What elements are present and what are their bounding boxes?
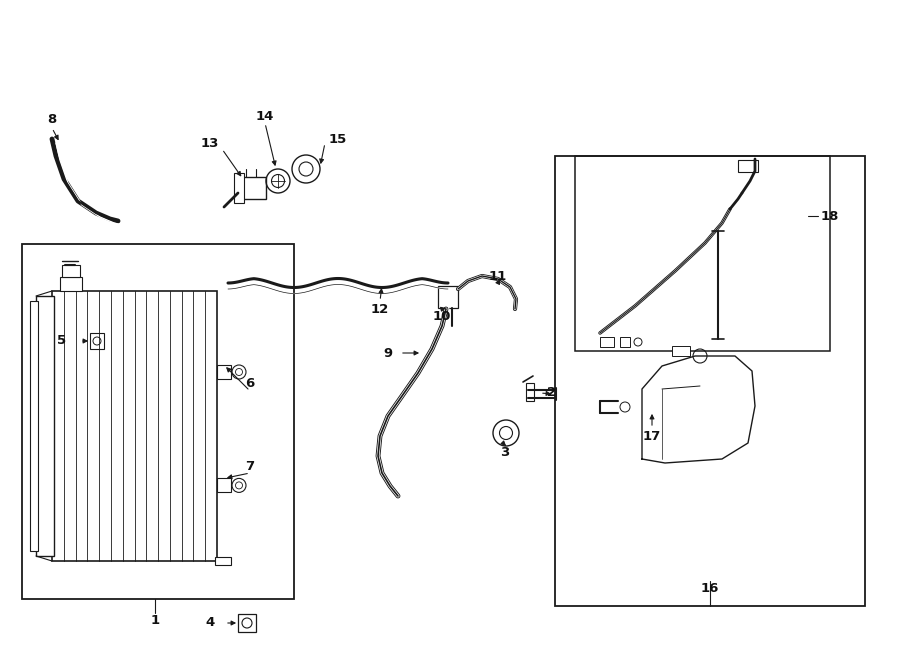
Bar <box>238 614 256 632</box>
Text: 2: 2 <box>547 387 556 399</box>
Bar <box>234 173 244 203</box>
Bar <box>217 365 231 379</box>
Text: 8: 8 <box>48 112 57 126</box>
Bar <box>738 160 758 172</box>
Bar <box>60 277 82 291</box>
Text: 17: 17 <box>643 430 662 442</box>
Bar <box>52 291 217 561</box>
Text: 10: 10 <box>433 309 451 323</box>
Bar <box>22 244 294 599</box>
Bar <box>90 333 104 349</box>
Bar <box>555 156 865 606</box>
Text: 11: 11 <box>489 270 507 282</box>
Bar <box>526 383 534 401</box>
Text: 4: 4 <box>205 617 214 629</box>
Text: 14: 14 <box>256 110 274 122</box>
Bar <box>30 301 38 551</box>
Text: 18: 18 <box>821 210 839 223</box>
Text: 7: 7 <box>246 459 255 473</box>
Text: 12: 12 <box>371 303 389 315</box>
Text: 3: 3 <box>500 446 509 459</box>
Bar <box>600 337 614 347</box>
Text: 6: 6 <box>246 377 255 389</box>
Text: 16: 16 <box>701 582 719 596</box>
Bar <box>36 296 54 556</box>
Bar <box>620 337 630 347</box>
Bar <box>238 177 266 199</box>
Text: 5: 5 <box>58 334 67 348</box>
Text: 9: 9 <box>383 346 392 360</box>
Bar <box>575 156 830 351</box>
Bar <box>62 265 80 277</box>
Bar <box>217 479 231 492</box>
Bar <box>215 557 231 565</box>
Text: 13: 13 <box>201 137 220 149</box>
Text: 1: 1 <box>150 615 159 627</box>
Text: 15: 15 <box>328 132 347 145</box>
Bar <box>672 346 690 356</box>
Bar <box>438 286 458 308</box>
